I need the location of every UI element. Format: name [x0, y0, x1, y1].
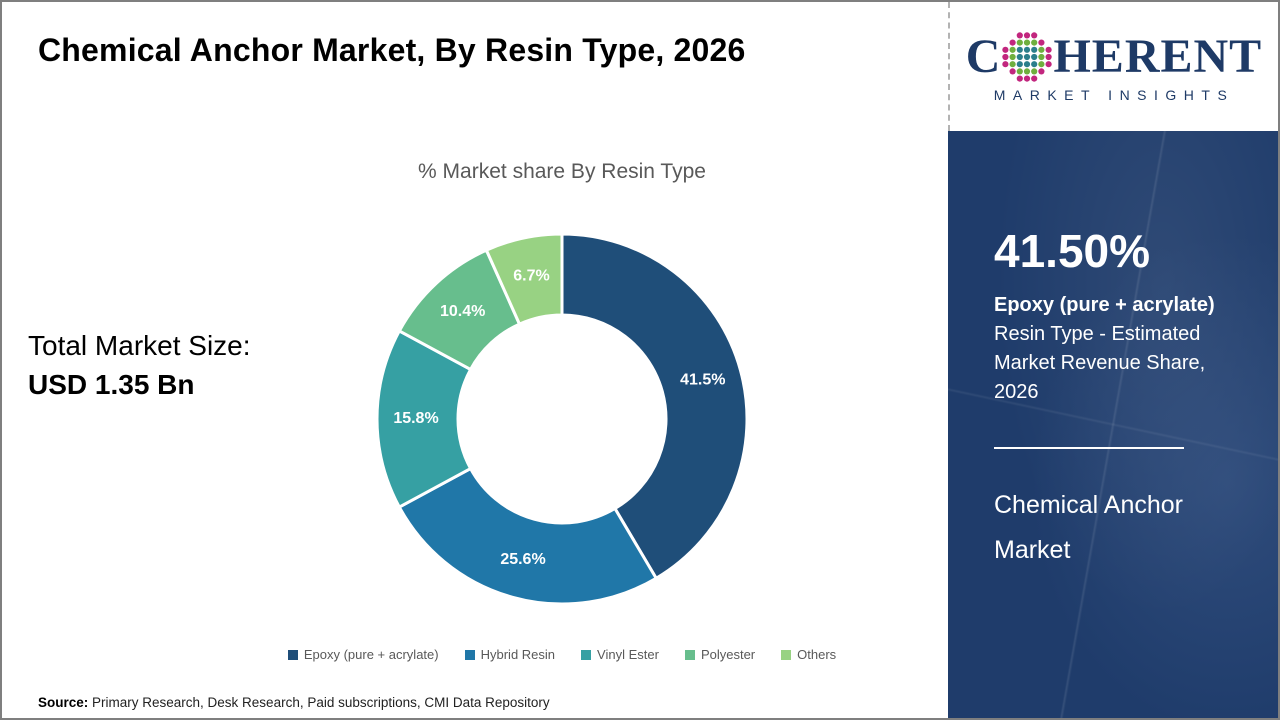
sidebar-market-name: Chemical Anchor Market [994, 491, 1183, 565]
total-market-size-label: Total Market Size: [28, 330, 251, 361]
total-market-size-value: USD 1.35 Bn [28, 369, 195, 400]
donut-segment-hybrid-resin [397, 467, 658, 606]
globe-dot [1009, 46, 1017, 53]
globe-dot [1009, 61, 1017, 68]
legend-swatch [781, 649, 792, 660]
globe-dot [1002, 46, 1009, 53]
segment-label: 41.5% [680, 372, 725, 389]
globe-dot [1024, 53, 1031, 61]
legend-item-vinyl-ester: Vinyl Ester [581, 647, 659, 662]
globe-dot [1017, 53, 1024, 61]
legend-label: Vinyl Ester [597, 647, 659, 662]
globe-dot [1031, 39, 1038, 46]
logo-wordmark: C HERENT [966, 30, 1262, 84]
source-text: Primary Research, Desk Research, Paid su… [88, 695, 550, 710]
coherent-logo: C HERENT MARKET INSIGHTS [948, 2, 1278, 131]
right-column: C HERENT MARKET INSIGHTS 41.50% Epoxy (p… [948, 2, 1278, 718]
chart-legend: Epoxy (pure + acrylate) Hybrid Resin Vinyl… [172, 647, 952, 662]
globe-dot [1017, 68, 1024, 75]
globe-dot [1009, 39, 1017, 46]
globe-dot [1017, 75, 1024, 82]
globe-dot [1017, 61, 1024, 68]
legend-label: Others [797, 647, 837, 662]
globe-dot [1002, 61, 1009, 68]
globe-dot [1031, 53, 1038, 61]
globe-dot [1024, 46, 1031, 53]
source-label: Source: [38, 695, 89, 710]
highlight-description-bold: Epoxy (pure + acrylate) [994, 294, 1215, 317]
globe-dot [1038, 53, 1045, 61]
globe-dot [1024, 75, 1031, 82]
donut-segment-others [484, 232, 564, 326]
globe-dot [1031, 75, 1038, 82]
globe-dot [1031, 32, 1038, 39]
donut-segment-epoxy-pure-acrylate [560, 232, 749, 580]
chart-title: % Market share By Resin Type [418, 160, 706, 183]
legend-label: Epoxy (pure + acrylate) [303, 647, 439, 662]
globe-dot [1045, 46, 1053, 53]
globe-dot [1002, 53, 1009, 61]
globe-dot [1038, 46, 1045, 53]
legend-swatch [581, 649, 592, 660]
main-panel: Chemical Anchor Market, By Resin Type, 2… [2, 2, 948, 718]
highlight-percentage: 41.50% [994, 225, 1151, 277]
logo-subtitle: MARKET INSIGHTS [993, 87, 1235, 103]
donut-chart-area: % Market share By Resin Type 41.5% 25.6% 1… [172, 2, 952, 692]
legend-swatch [287, 649, 298, 660]
globe-dot [1017, 32, 1024, 39]
page-title: Chemical Anchor Market, By Resin Type, 2… [38, 32, 746, 68]
globe-dot [1024, 39, 1031, 46]
globe-dot [1045, 53, 1053, 61]
globe-dot [1024, 61, 1031, 68]
globe-dot [1045, 61, 1053, 68]
legend-item-hybrid-resin: Hybrid Resin [464, 647, 556, 662]
segment-label: 6.7% [513, 267, 549, 284]
logo-letters-herent: HERENT [1053, 30, 1263, 83]
globe-dot [1031, 61, 1038, 68]
highlight-sidebar: 41.50% Epoxy (pure + acrylate) Resin Typ… [948, 131, 1278, 718]
source-line: Source: Primary Research, Desk Research,… [38, 695, 550, 710]
sidebar-divider [994, 447, 1184, 450]
legend-item-others: Others [781, 647, 836, 662]
highlight-description-rest: Resin Type - Estimated Market Revenue Sh… [994, 323, 1206, 404]
globe-dot [1031, 46, 1038, 53]
globe-dot [1038, 61, 1045, 68]
globe-dot [1024, 68, 1031, 75]
globe-dot [1017, 46, 1024, 53]
logo-letter-c: C [965, 30, 1002, 83]
legend-swatch [464, 649, 475, 660]
legend-label: Hybrid Resin [480, 647, 556, 662]
globe-dot [1038, 39, 1045, 46]
globe-dot [1038, 68, 1045, 75]
legend-item-polyester: Polyester [684, 647, 756, 662]
highlight-description: Epoxy (pure + acrylate) Resin Type - Est… [994, 291, 1236, 407]
globe-dot [1009, 53, 1017, 61]
segment-label: 15.8% [393, 410, 438, 427]
donut-chart: 41.5% 25.6% 15.8% 10.4% 6.7% [375, 232, 749, 606]
globe-dot [1031, 68, 1038, 75]
legend-item-epoxy-pure-acrylate: Epoxy (pure + acrylate) [287, 647, 439, 662]
legend-swatch [684, 649, 695, 660]
segment-label: 25.6% [500, 551, 545, 568]
total-market-size-block: Total Market Size: USD 1.35 Bn [28, 326, 251, 404]
globe-dot [1024, 32, 1031, 39]
globe-dot [1017, 39, 1024, 46]
legend-label: Polyester [700, 647, 756, 662]
globe-dot [1009, 68, 1017, 75]
segment-label: 10.4% [440, 303, 485, 320]
coherent-globe-icon [1002, 32, 1053, 82]
